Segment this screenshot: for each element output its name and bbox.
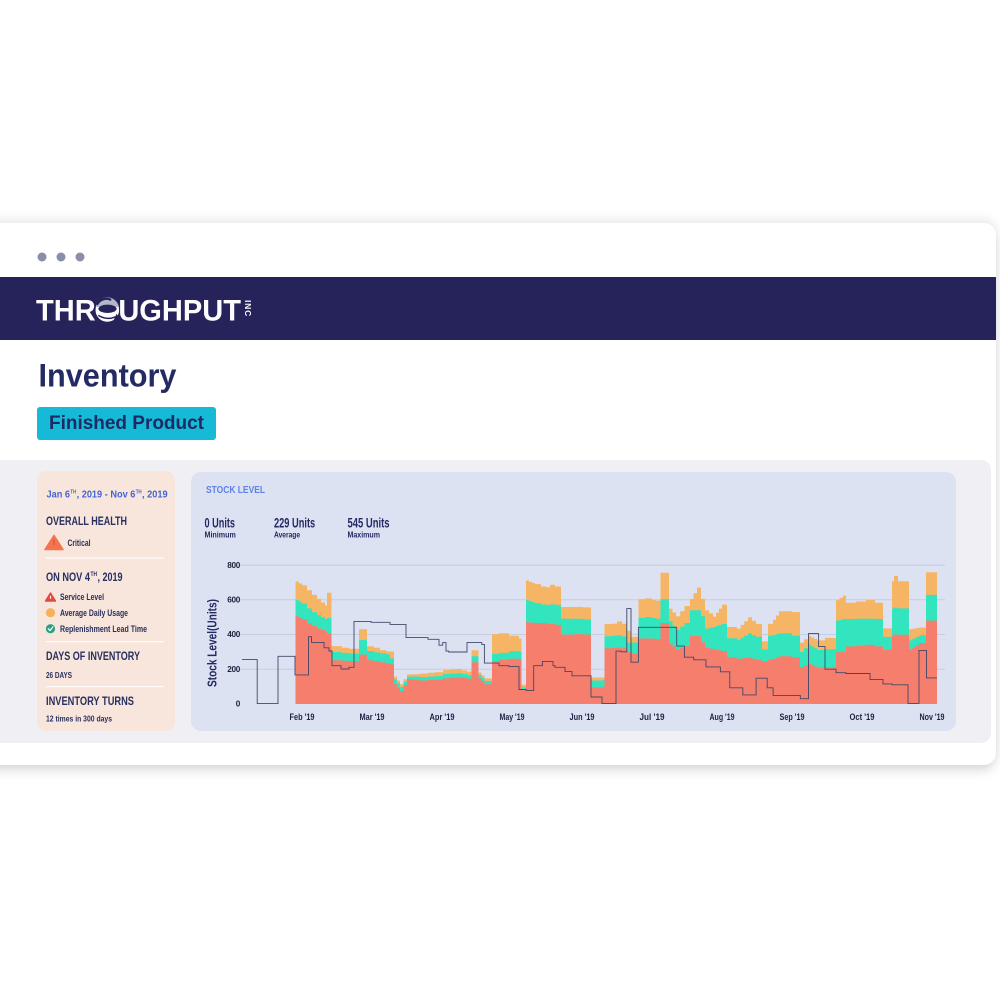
svg-text:26 DAYS: 26 DAYS	[46, 670, 72, 680]
svg-text:600: 600	[227, 596, 241, 605]
svg-text:Replenishment Lead Time: Replenishment Lead Time	[60, 624, 147, 634]
svg-text:, 2019: , 2019	[98, 572, 123, 584]
svg-text:INC: INC	[243, 300, 253, 317]
svg-text:0: 0	[236, 700, 241, 709]
svg-text:Sep '19: Sep '19	[780, 712, 805, 722]
svg-text:Nov '19: Nov '19	[920, 712, 945, 722]
svg-text:800: 800	[227, 561, 241, 570]
svg-text:TH: TH	[70, 490, 76, 496]
svg-text:TH: TH	[136, 490, 142, 496]
svg-text:Inventory: Inventory	[39, 358, 177, 394]
svg-text:Apr '19: Apr '19	[430, 712, 455, 722]
svg-text:ON NOV 4: ON NOV 4	[46, 572, 90, 584]
svg-text:Jun '19: Jun '19	[570, 712, 595, 722]
svg-text:Critical: Critical	[68, 538, 91, 549]
svg-text:Minimum: Minimum	[205, 531, 236, 540]
svg-text:TH: TH	[91, 572, 98, 578]
svg-text:Finished Product: Finished Product	[49, 413, 205, 434]
svg-text:Feb '19: Feb '19	[290, 712, 315, 722]
svg-text:STOCK LEVEL: STOCK LEVEL	[206, 485, 265, 496]
svg-text:, 2019 - Nov 6: , 2019 - Nov 6	[77, 490, 136, 501]
svg-text:Average Daily Usage: Average Daily Usage	[60, 608, 128, 618]
svg-text:Average: Average	[274, 531, 301, 540]
svg-text:OVERALL HEALTH: OVERALL HEALTH	[46, 516, 127, 528]
svg-text:Oct '19: Oct '19	[850, 712, 875, 722]
svg-text:545 Units: 545 Units	[348, 515, 390, 530]
svg-text:May '19: May '19	[500, 712, 525, 722]
svg-text:DAYS OF INVENTORY: DAYS OF INVENTORY	[46, 651, 140, 663]
svg-text:200: 200	[227, 665, 241, 674]
svg-text:Mar '19: Mar '19	[360, 712, 385, 722]
svg-text:Maximum: Maximum	[348, 531, 381, 540]
svg-text:, 2019: , 2019	[142, 490, 168, 501]
svg-text:400: 400	[227, 630, 241, 639]
svg-text:INVENTORY TURNS: INVENTORY TURNS	[46, 696, 134, 708]
svg-text:Service Level: Service Level	[60, 592, 104, 602]
svg-text:Aug '19: Aug '19	[710, 712, 735, 722]
svg-text:THROUGHPUT: THROUGHPUT	[36, 295, 241, 328]
svg-text:0 Units: 0 Units	[205, 515, 236, 530]
svg-text:Jul '19: Jul '19	[640, 712, 665, 722]
svg-text:12 times in 300 days: 12 times in 300 days	[46, 714, 112, 724]
svg-text:229 Units: 229 Units	[274, 515, 315, 530]
svg-text:Stock Level(Units): Stock Level(Units)	[205, 599, 220, 687]
svg-text:Jan 6: Jan 6	[47, 490, 71, 501]
